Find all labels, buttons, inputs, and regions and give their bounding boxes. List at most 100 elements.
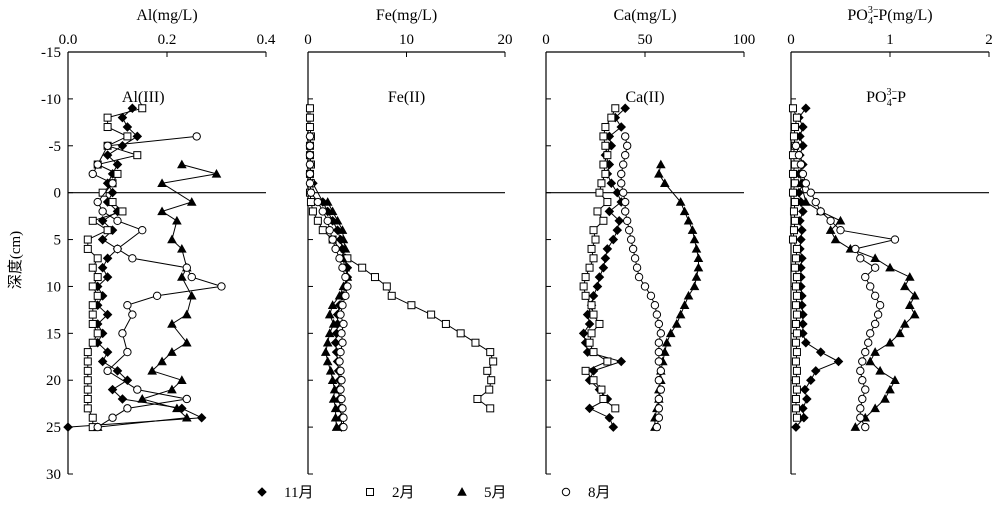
panel-4: 0 1 2 PO3− 4-P(mg/L) PO3− 4-P [787,5,993,475]
data-point [486,348,495,357]
data-point [606,178,617,189]
data-point [798,319,808,329]
data-point [792,385,801,394]
data-point [186,290,197,300]
data-point [611,104,620,113]
data-point [791,282,800,291]
data-point [603,198,612,207]
data-point [128,310,137,319]
data-point [885,337,895,347]
data-point [815,347,826,357]
data-point [654,394,664,404]
data-point [123,132,132,141]
data-point [904,272,915,281]
data-point [599,216,608,225]
data-point [909,290,920,300]
data-point [336,347,345,357]
data-point [665,328,676,338]
data-point [83,385,92,394]
data-point [336,366,345,376]
data-point [900,319,910,328]
data-point [656,159,666,169]
data-point [661,337,672,347]
data-point [816,207,825,216]
data-point [628,244,638,254]
data-point [331,244,340,254]
data-point [324,328,335,338]
data-point [630,254,640,263]
data-point [83,394,92,403]
data-point [796,160,806,169]
data-point [339,422,348,432]
data-point [800,384,810,395]
data-point [788,169,797,178]
data-point [788,104,797,113]
data-point [866,282,875,291]
data-point [318,207,327,216]
series-line [792,108,798,418]
data-point [600,253,611,264]
series-square [83,104,147,432]
data-point [870,347,880,356]
data-point [337,376,346,385]
data-point [603,357,612,366]
data-point [93,197,102,207]
data-point [614,216,625,226]
data-point [588,291,599,301]
data-point [792,244,801,253]
data-point [306,198,315,207]
data-point [581,291,590,300]
data-point [811,197,820,207]
y-tick-label: 20 [46,373,61,389]
data-point [327,300,338,309]
data-point [675,309,686,319]
data-point [335,254,344,263]
data-point [117,112,128,123]
data-point [337,225,348,234]
data-point [691,244,702,253]
data-point [138,225,147,235]
data-point [598,262,609,273]
data-point [654,338,664,347]
data-point [861,347,870,357]
data-point [339,413,348,422]
data-point [187,272,196,282]
data-point [182,263,192,272]
data-point [788,235,797,244]
data-point [789,132,798,141]
data-point [157,206,167,216]
panel-annotation: Fe(II) [388,89,425,106]
data-point [102,347,113,357]
panel-2: 0 10 20 Fe(mg/L) Fe(II) [304,7,513,475]
data-point [646,291,656,301]
data-point [112,366,123,376]
data-point [338,404,347,413]
data-point [133,151,142,160]
legend-label: 5月 [484,485,507,501]
legend: 11月 2月 5月 8月 [257,485,611,501]
y-tick-label: 25 [46,420,61,436]
legend-label: 11月 [284,485,313,501]
data-point [306,188,316,197]
data-point [589,226,598,235]
data-point [656,385,666,394]
data-point [607,113,616,122]
data-point [792,310,801,319]
panel-annotation: Ca(II) [625,89,664,106]
data-point [343,282,352,291]
data-point [192,132,201,141]
data-point [108,179,117,188]
data-point [801,337,811,348]
data-point [885,384,895,394]
data-point [656,366,666,376]
data-point [595,319,604,328]
data-point [335,357,344,366]
data-point [93,329,102,338]
legend-circle-icon [561,487,571,497]
data-point [578,328,589,339]
series-circle [617,132,666,432]
data-point [172,215,182,225]
data-point [93,273,102,282]
y-tick-label: 5 [54,233,62,249]
data-point [654,357,664,366]
